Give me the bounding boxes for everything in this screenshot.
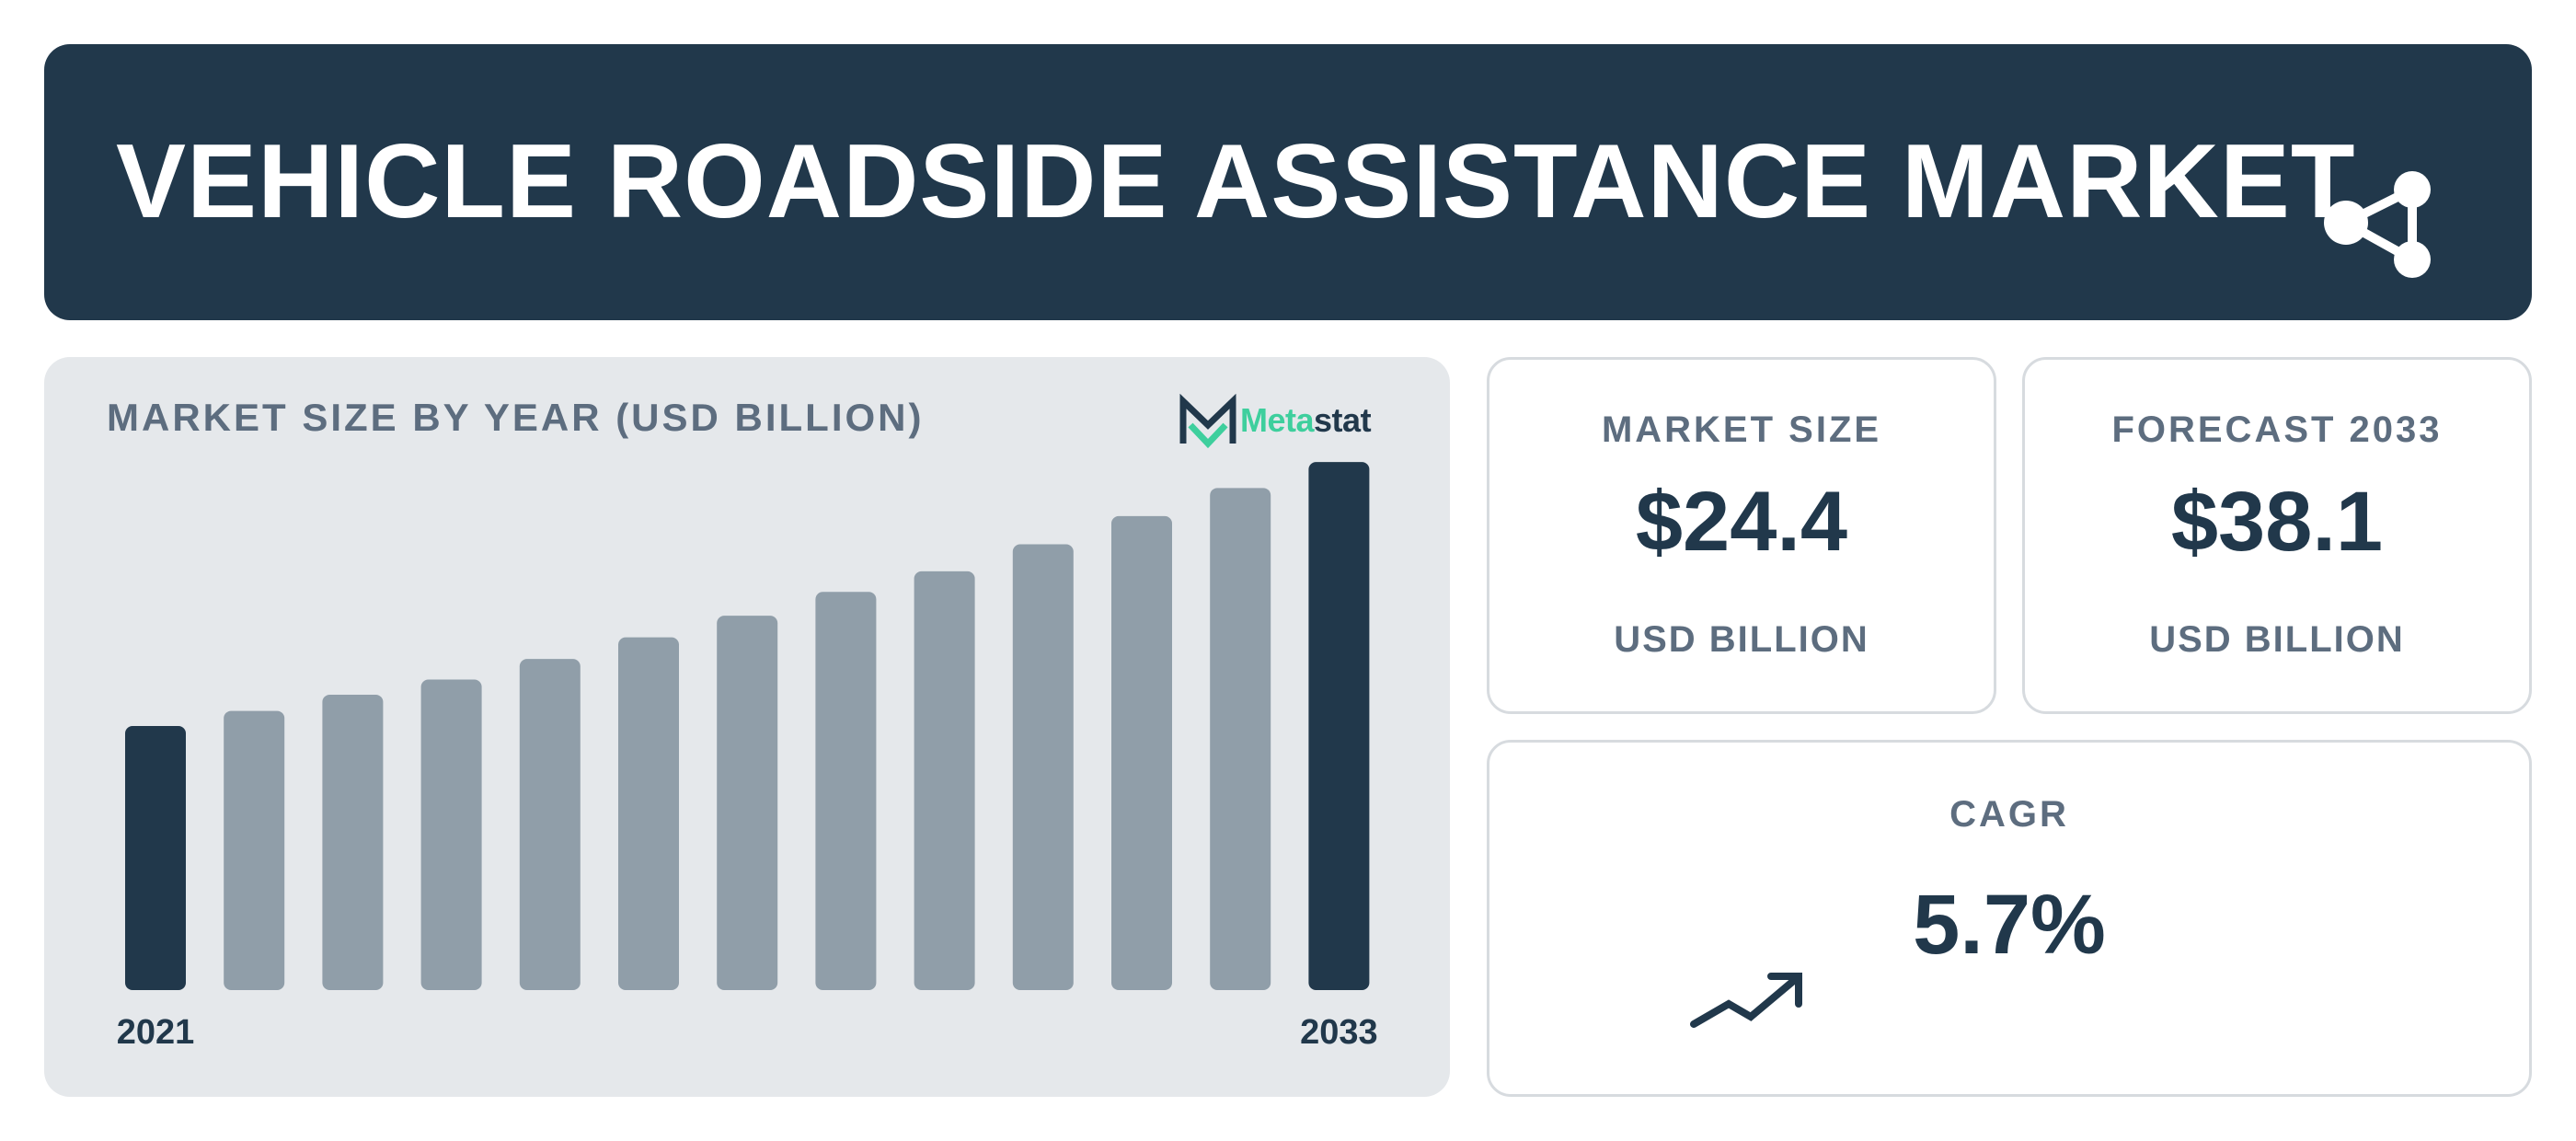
- market-size-unit: USD BILLION: [1614, 619, 1869, 660]
- cagr-label: CAGR: [1949, 794, 2069, 835]
- bar-2026: [618, 637, 679, 990]
- bar-2025: [519, 659, 581, 990]
- bar-2024: [420, 679, 482, 990]
- share-icon[interactable]: [2317, 162, 2445, 291]
- chart-title: MARKET SIZE BY YEAR (USD BILLION): [107, 396, 925, 439]
- metastat-logo-icon: [1179, 394, 1236, 449]
- bar-2023: [322, 694, 384, 990]
- tick-label-2033: 2033: [1300, 1013, 1378, 1052]
- bar-2033: [1308, 462, 1370, 990]
- cagr-value: 5.7%: [1913, 878, 2106, 972]
- forecast-label: FORECAST 2033: [2111, 409, 2443, 450]
- forecast-value: $38.1: [2170, 475, 2384, 569]
- forecast-card: FORECAST 2033 $38.1 USD BILLION: [2022, 357, 2532, 714]
- page-title: VEHICLE ROADSIDE ASSISTANCE MARKET: [116, 123, 2356, 240]
- market-size-card: MARKET SIZE $24.4 USD BILLION: [1487, 357, 1996, 714]
- header-banner: VEHICLE ROADSIDE ASSISTANCE MARKET: [44, 44, 2532, 320]
- market-size-chart-panel: MARKET SIZE BY YEAR (USD BILLION) Metast…: [44, 357, 1450, 1097]
- bar-2028: [815, 592, 877, 990]
- bar-2022: [224, 710, 285, 990]
- bar-2032: [1210, 488, 1271, 990]
- trend-up-icon: [1690, 973, 1802, 1028]
- forecast-unit: USD BILLION: [2149, 619, 2405, 660]
- logo-text-meta: Meta: [1240, 401, 1315, 439]
- metastat-logo: Metastat: [1178, 394, 1454, 449]
- bar-2030: [1012, 544, 1074, 990]
- bar-chart: 2021 2033: [117, 462, 1378, 1052]
- market-size-label: MARKET SIZE: [1601, 409, 1882, 450]
- bar-2029: [914, 570, 975, 990]
- bar-2021: [125, 726, 186, 990]
- metastat-logo-text: Metastat: [1240, 401, 1372, 440]
- market-size-value: $24.4: [1635, 475, 1848, 569]
- logo-text-stat: stat: [1314, 401, 1372, 439]
- tick-label-2021: 2021: [117, 1013, 195, 1052]
- bar-2031: [1111, 515, 1172, 990]
- bar-2027: [717, 616, 778, 990]
- cagr-card: CAGR 5.7%: [1487, 740, 2532, 1097]
